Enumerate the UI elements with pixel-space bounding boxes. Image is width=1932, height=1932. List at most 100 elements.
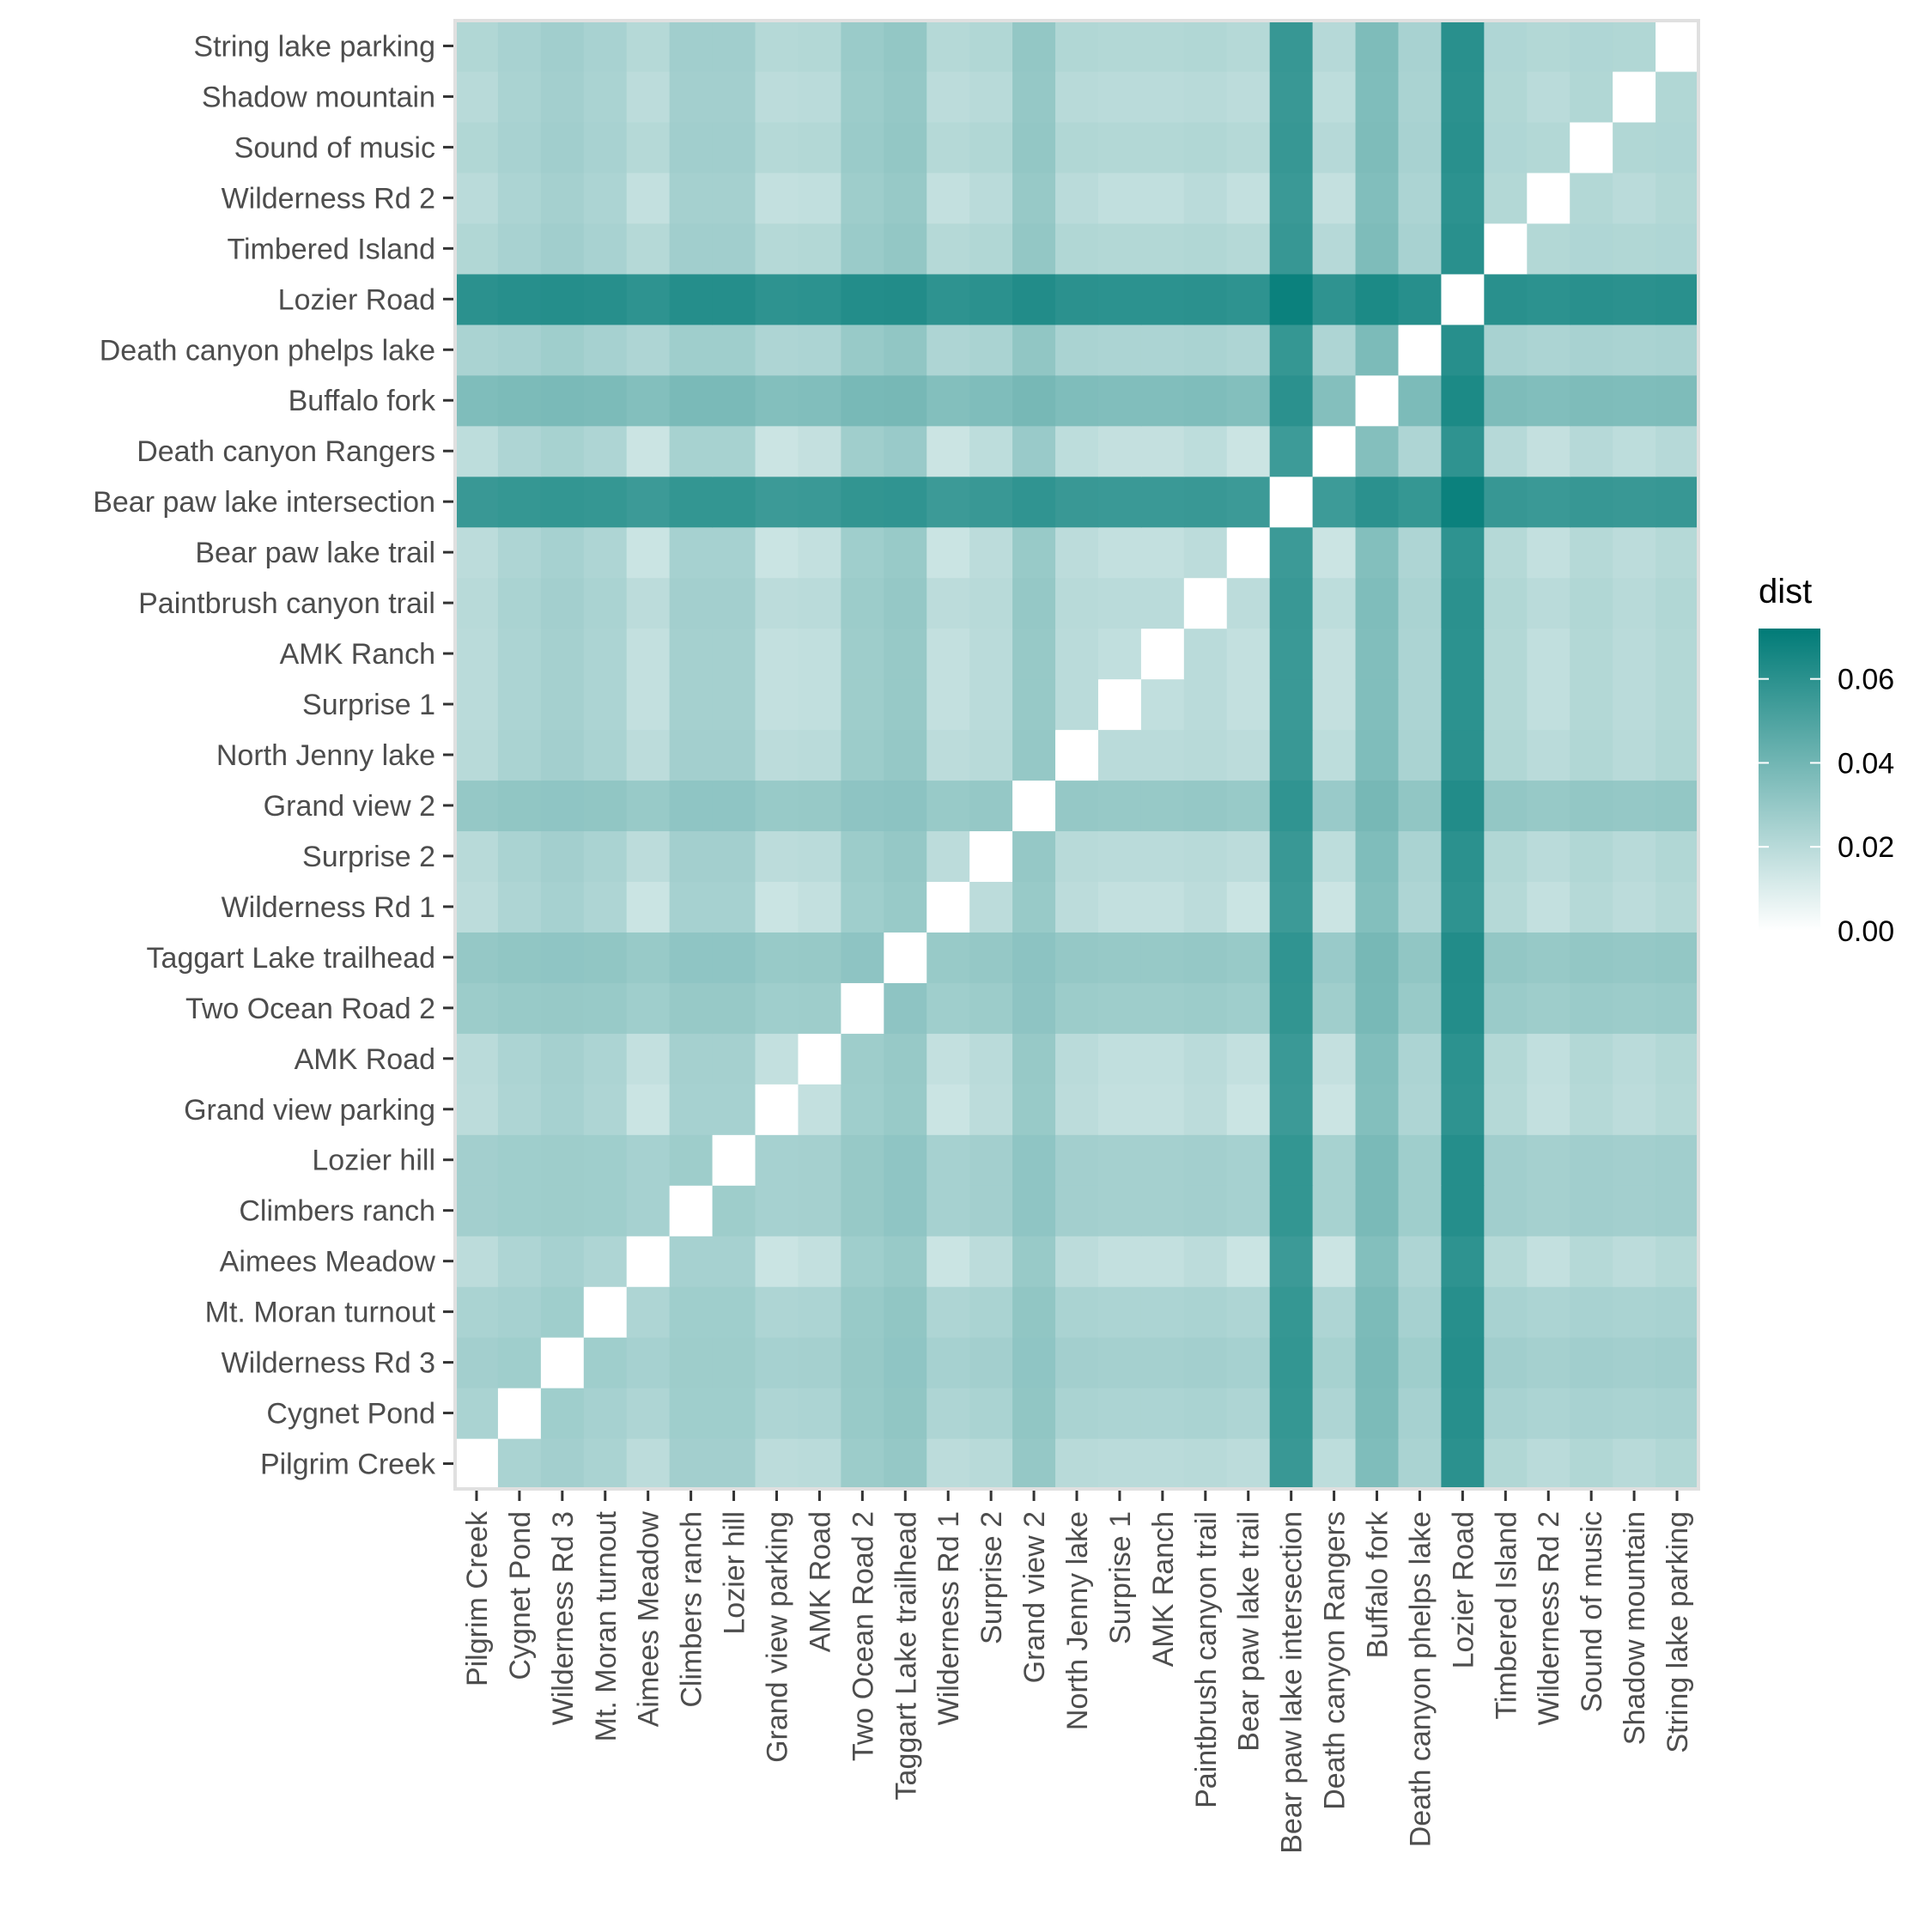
heatmap-cell <box>1226 830 1271 883</box>
heatmap-cell <box>927 982 970 1034</box>
y-tick-label: Two Ocean Road 2 <box>185 993 435 1025</box>
heatmap-cell <box>1570 780 1613 832</box>
heatmap-cell <box>1312 729 1357 781</box>
heatmap-cell <box>1355 982 1400 1034</box>
heatmap-cell <box>1613 425 1656 477</box>
heatmap-cell <box>1012 374 1056 427</box>
heatmap-cell <box>1656 324 1699 376</box>
heatmap-cell <box>1398 526 1443 579</box>
heatmap-cell <box>798 780 841 832</box>
heatmap-cell <box>455 1438 499 1490</box>
legend-tick-label: 0.00 <box>1838 915 1894 948</box>
heatmap-cell <box>669 1236 714 1287</box>
heatmap-cell <box>1097 780 1142 832</box>
heatmap-cell <box>1183 1286 1228 1338</box>
heatmap-cell <box>969 678 1013 731</box>
heatmap-cell <box>1097 172 1142 224</box>
y-tick-label: Surprise 2 <box>302 841 435 873</box>
heatmap-cell <box>1055 1337 1099 1388</box>
heatmap-cell <box>669 1388 714 1439</box>
heatmap-cell <box>1097 21 1142 72</box>
heatmap-cell <box>497 374 542 427</box>
heatmap-cell <box>1441 577 1485 629</box>
heatmap-cell <box>1269 729 1314 781</box>
heatmap-cell <box>1140 1388 1185 1439</box>
heatmap-cell <box>712 273 756 325</box>
heatmap-cell <box>1012 526 1056 579</box>
heatmap-cell <box>1183 1438 1228 1490</box>
heatmap-cell <box>1183 121 1228 173</box>
heatmap-cell <box>1613 526 1656 579</box>
heatmap-cell <box>884 1084 927 1135</box>
heatmap-cell <box>841 780 884 832</box>
heatmap-cell <box>798 1033 841 1084</box>
heatmap-cell <box>1183 678 1228 731</box>
heatmap-cell <box>755 1388 799 1439</box>
heatmap-cell <box>1183 1337 1228 1388</box>
y-tick-label: Lozier Road <box>278 283 435 316</box>
legend-tick-label: 0.06 <box>1838 664 1894 696</box>
heatmap-cell <box>1398 476 1443 528</box>
heatmap-cell <box>1055 577 1099 629</box>
heatmap-cell <box>1269 1084 1314 1135</box>
heatmap-cell <box>1441 729 1485 781</box>
heatmap-cell <box>841 881 884 933</box>
heatmap-cell <box>1613 1286 1656 1338</box>
heatmap-cell <box>1055 121 1099 173</box>
heatmap-cell <box>1398 273 1443 325</box>
heatmap-cell <box>1527 374 1571 427</box>
heatmap-cell <box>669 628 714 680</box>
heatmap-cell <box>1140 729 1185 781</box>
heatmap-cell <box>1527 982 1571 1034</box>
heatmap-cell <box>1055 932 1099 983</box>
heatmap-cell <box>1140 476 1185 528</box>
heatmap-cell <box>755 1033 799 1084</box>
y-tick-label: Wilderness Rd 3 <box>222 1347 435 1380</box>
x-tick-label: Wilderness Rd 2 <box>1533 1511 1565 1725</box>
heatmap-cell <box>1656 881 1699 933</box>
heatmap-cell <box>1656 932 1699 983</box>
heatmap-cell <box>497 1084 542 1135</box>
heatmap-cell <box>1055 881 1099 933</box>
heatmap-cell <box>884 222 927 275</box>
heatmap-cell <box>455 982 499 1034</box>
heatmap-cell <box>1226 1438 1271 1490</box>
x-tick-label: Aimees Meadow <box>633 1511 665 1728</box>
heatmap-cell <box>1226 273 1271 325</box>
heatmap-cell <box>1183 324 1228 376</box>
heatmap-cell <box>798 729 841 781</box>
heatmap-cell <box>841 1033 884 1084</box>
heatmap-cell <box>1484 1084 1528 1135</box>
heatmap-cell <box>1012 1286 1056 1338</box>
heatmap-cell <box>669 1286 714 1338</box>
heatmap-cell <box>1441 1185 1485 1236</box>
heatmap-cell <box>1312 577 1357 629</box>
heatmap-cell <box>1355 222 1400 275</box>
heatmap-cell <box>1226 222 1271 275</box>
heatmap-cell <box>1398 172 1443 224</box>
heatmap-cell <box>1012 324 1056 376</box>
heatmap-cell <box>1398 374 1443 427</box>
heatmap-cell <box>1484 1388 1528 1439</box>
heatmap-cell <box>969 324 1013 376</box>
heatmap-cell <box>1527 121 1571 173</box>
heatmap-cell <box>1570 121 1613 173</box>
heatmap-cell <box>755 1236 799 1287</box>
heatmap-cell <box>1441 1286 1485 1338</box>
heatmap-cell <box>1183 1084 1228 1135</box>
heatmap-cell <box>1656 1236 1699 1287</box>
heatmap-cell <box>1012 21 1056 72</box>
heatmap-cell <box>540 425 585 477</box>
heatmap-cell <box>1484 678 1528 731</box>
heatmap-cell <box>540 1185 585 1236</box>
y-tick-label: Wilderness Rd 2 <box>222 182 435 215</box>
heatmap-cell <box>497 628 542 680</box>
heatmap-cell <box>1656 1438 1699 1490</box>
y-tick-label: Grand view 2 <box>264 790 435 823</box>
x-tick-label: Shadow mountain <box>1619 1511 1651 1745</box>
heatmap-cell <box>1140 121 1185 173</box>
heatmap-cell <box>798 830 841 883</box>
heatmap-cell <box>1484 121 1528 173</box>
heatmap-cell <box>1183 172 1228 224</box>
heatmap-cell <box>583 324 628 376</box>
